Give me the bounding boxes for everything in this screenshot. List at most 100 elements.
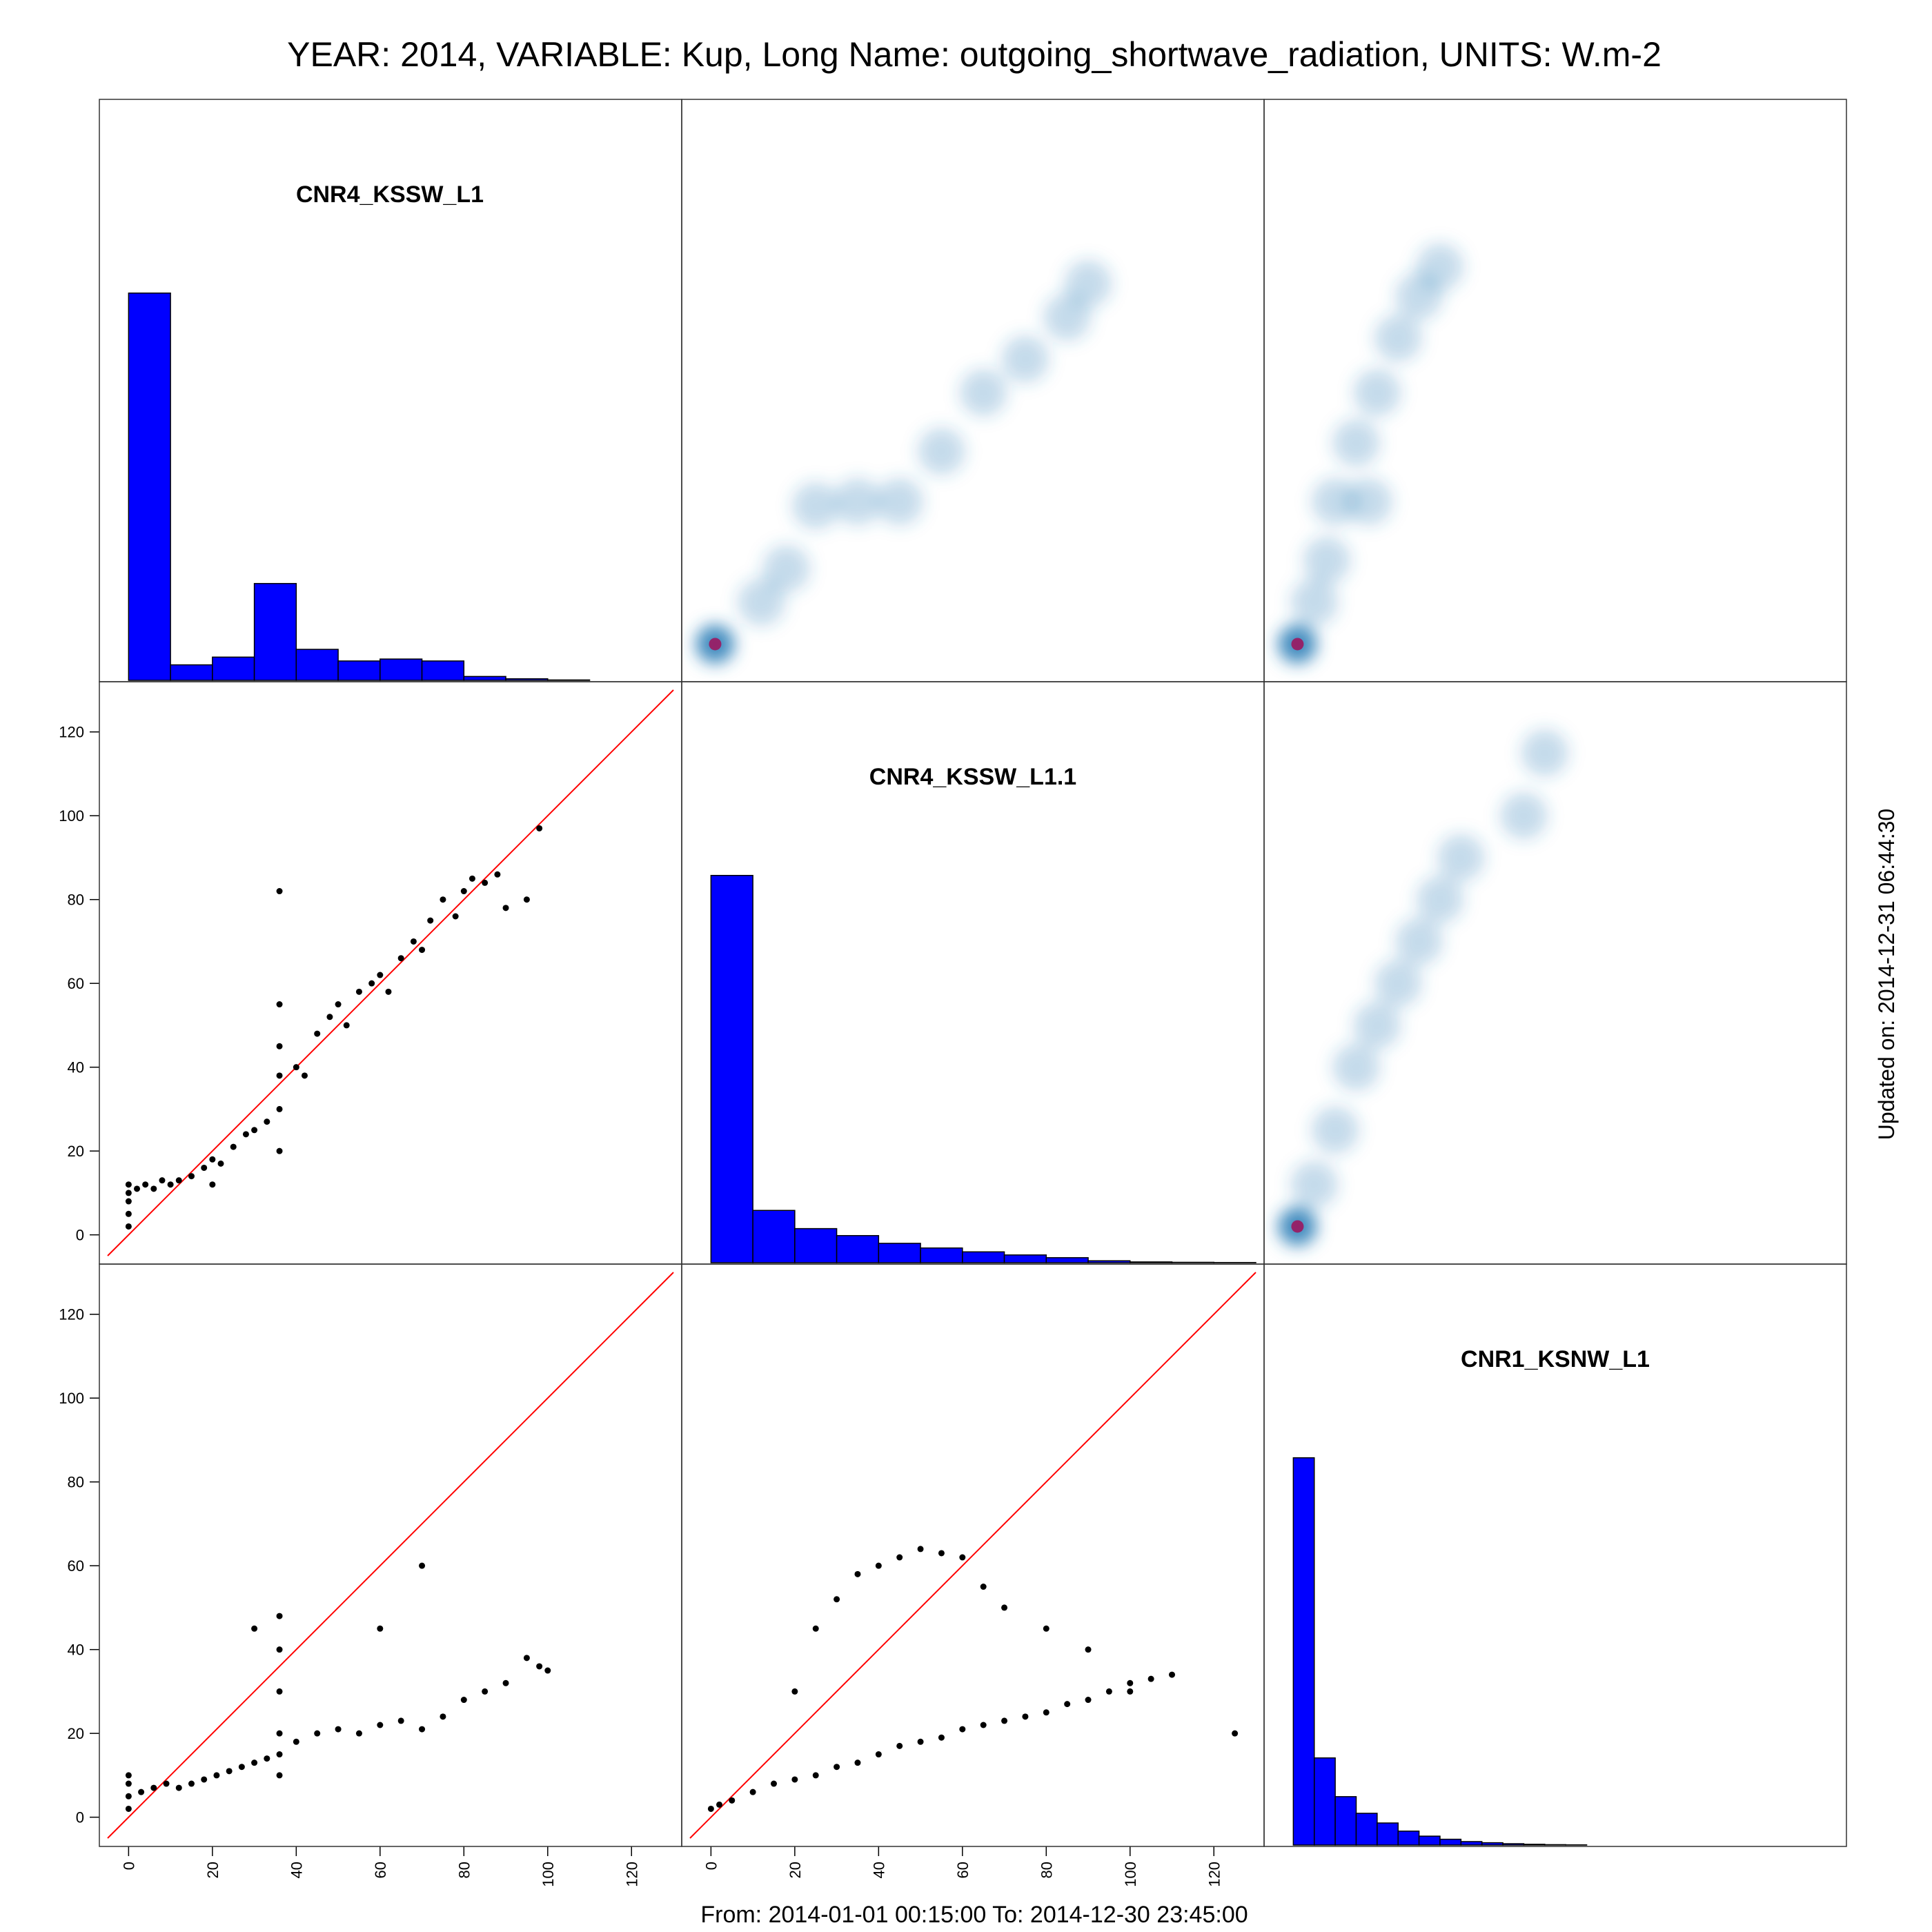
panel-frame xyxy=(1263,99,1847,682)
scatter-point xyxy=(251,1625,258,1632)
histogram-bar xyxy=(1502,1843,1525,1846)
density-point xyxy=(792,482,840,530)
histogram-bar xyxy=(505,678,549,681)
scatter-point xyxy=(1232,1730,1239,1737)
chart-title: YEAR: 2014, VARIABLE: Kup, Long Name: ou… xyxy=(287,35,1662,74)
scatter-point xyxy=(276,1772,283,1779)
scatter-point xyxy=(460,1697,467,1704)
histogram-bar xyxy=(1313,1757,1336,1846)
y-tick-label: 40 xyxy=(68,1059,84,1076)
scatter-point xyxy=(142,1181,149,1188)
histogram-bar xyxy=(1397,1831,1420,1846)
scatter-point xyxy=(276,1105,283,1112)
scatter-point xyxy=(230,1143,237,1150)
scatter-point xyxy=(314,1730,321,1737)
scatter-point xyxy=(1147,1675,1154,1682)
scatter-point xyxy=(397,955,404,962)
scatter-point xyxy=(1043,1709,1049,1716)
panel-frames xyxy=(99,99,1847,1847)
x-tick-label: 40 xyxy=(288,1862,305,1878)
y-tick-label: 120 xyxy=(59,1306,84,1323)
scatter-point xyxy=(770,1780,777,1787)
histogram-bar xyxy=(463,676,506,681)
scatter-point xyxy=(896,1554,903,1561)
histogram-bar xyxy=(337,660,381,681)
scatter-point xyxy=(264,1755,270,1762)
scatter-point xyxy=(134,1185,141,1192)
scatter-point xyxy=(217,1160,224,1167)
variable-label-3: CNR1_KSNW_L1 xyxy=(1461,1346,1650,1372)
density-cloud xyxy=(696,260,1112,664)
density-point xyxy=(1312,1106,1359,1154)
scatter-point xyxy=(791,1688,798,1695)
scatter-point xyxy=(834,1596,840,1603)
y-tick-label: 20 xyxy=(68,1725,84,1742)
density-point xyxy=(1416,243,1463,290)
axes: 0 20 40 60 80 100 120 0 20 40 60 80 100 120 0 20 40 60 80 1… xyxy=(59,724,1223,1887)
density-point xyxy=(876,477,923,525)
histogram-bar xyxy=(1523,1844,1546,1846)
density-point xyxy=(960,369,1007,417)
scatter-point xyxy=(335,1726,342,1733)
histogram-bar xyxy=(1003,1254,1047,1263)
histogram-bar xyxy=(1171,1261,1215,1263)
histogram-bar xyxy=(1377,1822,1399,1846)
histogram-bar xyxy=(253,582,297,681)
scatter-point xyxy=(452,913,459,920)
scatter-point xyxy=(716,1801,723,1808)
scatter-point xyxy=(397,1717,404,1724)
scatter-point xyxy=(1001,1604,1008,1611)
scatter-point xyxy=(494,871,501,878)
histogram-2 xyxy=(710,874,1256,1263)
scatter-point xyxy=(125,1181,132,1188)
density-point xyxy=(738,578,785,626)
scatter-point xyxy=(523,896,530,903)
scatter-point xyxy=(959,1726,966,1733)
scatter-point xyxy=(482,879,489,886)
scatter-point xyxy=(1064,1701,1071,1708)
histogram-bar xyxy=(836,1234,880,1263)
scatter-point xyxy=(896,1742,903,1749)
scatter-point xyxy=(729,1797,736,1804)
scatter-point xyxy=(226,1768,233,1775)
scatter-point xyxy=(125,1223,132,1230)
scatter-point xyxy=(536,1663,543,1670)
density-point xyxy=(834,477,881,525)
scatter-point xyxy=(980,1584,987,1590)
scatter-point xyxy=(959,1554,966,1561)
histogram-bar xyxy=(710,874,753,1263)
density-point xyxy=(1437,834,1485,881)
x-tick-label: 0 xyxy=(702,1862,720,1870)
panel-smoothed-density-r1c3 xyxy=(1278,243,1463,664)
histogram-bar xyxy=(878,1243,921,1263)
histogram-bar xyxy=(794,1228,838,1263)
density-point xyxy=(1303,537,1350,584)
scatter-point xyxy=(125,1793,132,1800)
scatter-point xyxy=(355,1730,362,1737)
scatter-point xyxy=(276,1043,283,1049)
x-tick-label: 120 xyxy=(623,1862,640,1887)
scatter-point xyxy=(1085,1697,1092,1704)
x-tick-label: 100 xyxy=(540,1862,557,1887)
scatter-point xyxy=(1085,1646,1092,1653)
scatter-point xyxy=(410,938,417,945)
scatter-point xyxy=(1001,1717,1008,1724)
x-tick-label: 0 xyxy=(120,1862,137,1870)
scatter-point xyxy=(368,980,375,987)
scatter-point xyxy=(276,1072,283,1079)
y-tick-label: 100 xyxy=(59,1390,84,1407)
x-tick-label: 60 xyxy=(372,1862,389,1878)
density-point xyxy=(1521,729,1568,777)
density-point xyxy=(1290,1161,1338,1208)
scatter-point xyxy=(460,888,467,895)
variable-label-1: CNR4_KSSW_L1 xyxy=(296,181,484,208)
x-tick-label: 80 xyxy=(455,1862,473,1878)
scatter-point xyxy=(854,1570,861,1577)
scatter-point xyxy=(1043,1625,1049,1632)
histogram-bar xyxy=(295,649,339,681)
scatter-point xyxy=(419,1562,426,1569)
y-tick-label: 60 xyxy=(68,975,84,992)
scatter-point xyxy=(749,1788,756,1795)
scatter-point xyxy=(276,1001,283,1008)
